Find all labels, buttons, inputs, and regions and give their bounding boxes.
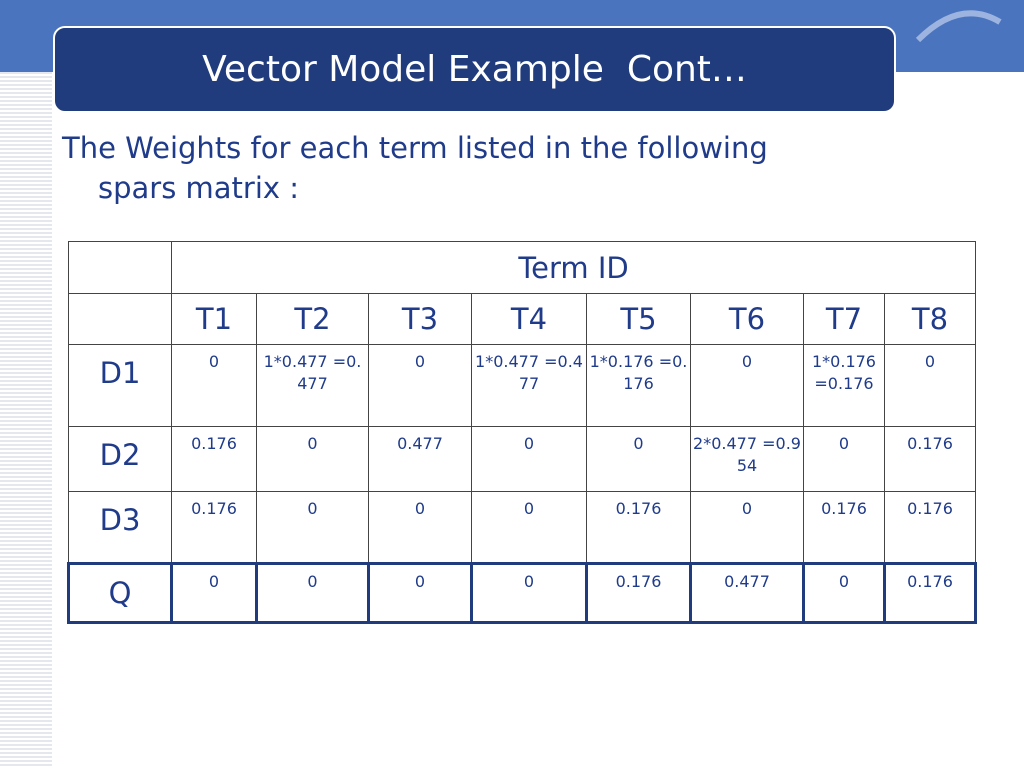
weight-cell: 1*0.477 =0.477 — [471, 344, 587, 427]
weight-cell: 0.176 — [171, 426, 257, 492]
corner-cell — [68, 293, 172, 345]
weight-cell: 0 — [256, 426, 369, 492]
weight-cell: 0.176 — [882, 562, 978, 624]
column-header: T3 — [368, 293, 472, 345]
column-header: T5 — [586, 293, 691, 345]
weight-cell: 0 — [368, 491, 472, 564]
weight-cell: 0.477 — [368, 426, 472, 492]
weight-cell: 0.176 — [586, 491, 691, 564]
data-row: D2 0.176 0 0.477 0 0 2*0.477 =0.954 0 0.176 — [68, 426, 977, 492]
weight-cell: 0 — [470, 562, 588, 624]
title-box: Vector Model Example Cont… — [53, 26, 896, 113]
weight-cell: 0.176 — [171, 491, 257, 564]
row-label: D3 — [68, 491, 172, 564]
row-label: D2 — [68, 426, 172, 492]
column-row: T1 T2 T3 T4 T5 T6 T7 T8 — [68, 293, 977, 345]
column-header: T8 — [883, 293, 977, 345]
weight-cell: 0 — [255, 562, 370, 624]
weight-cell: 0 — [690, 491, 804, 564]
column-header: T2 — [256, 293, 369, 345]
weight-cell: 0 — [368, 344, 472, 427]
weight-cell: 0 — [690, 344, 804, 427]
side-stripes — [0, 72, 52, 768]
data-row: Q 0 0 0 0 0.176 0.477 0 0.176 — [67, 562, 978, 624]
weight-cell: 1*0.477 =0.477 — [256, 344, 369, 427]
row-label: D1 — [68, 344, 172, 427]
data-row: D1 0 1*0.477 =0.477 0 1*0.477 =0.477 1*0.176 … — [68, 344, 977, 427]
corner-cell — [68, 241, 172, 294]
group-header: Term ID — [170, 241, 977, 294]
weight-cell: 0 — [471, 426, 587, 492]
weight-cell: 0 — [170, 562, 258, 624]
weight-cell: 2*0.477 =0.954 — [690, 426, 804, 492]
weight-table: Term ID T1 T2 T3 T4 T5 T6 T7 T8 D1 0 1*0.477 =0.477… — [67, 241, 978, 624]
weight-cell: 0.176 — [803, 491, 885, 564]
weight-cell: 0.176 — [883, 491, 977, 564]
column-header: T7 — [803, 293, 885, 345]
row-label: Q — [67, 562, 173, 624]
body-text: The Weights for each term listed in the … — [62, 131, 768, 205]
weight-cell: 0 — [171, 344, 257, 427]
slide-title: Vector Model Example Cont… — [202, 49, 747, 90]
column-header: T4 — [471, 293, 587, 345]
weight-cell: 0 — [883, 344, 977, 427]
weight-cell: 0 — [802, 562, 886, 624]
data-row: D3 0.176 0 0 0 0.176 0 0.176 0.176 — [68, 491, 977, 564]
column-header: T1 — [171, 293, 257, 345]
weight-cell: 0 — [803, 426, 885, 492]
weight-cell: 1*0.176 =0.176 — [586, 344, 691, 427]
weight-cell: 0 — [367, 562, 473, 624]
weight-cell: 1*0.176=0.176 — [803, 344, 885, 427]
column-header: T6 — [690, 293, 804, 345]
weight-cell: 0.176 — [883, 426, 977, 492]
weight-cell: 0.477 — [689, 562, 805, 624]
weight-cell: 0.176 — [585, 562, 692, 624]
weight-cell: 0 — [471, 491, 587, 564]
weight-cell: 0 — [256, 491, 369, 564]
header-row: Term ID — [68, 241, 977, 294]
weight-cell: 0 — [586, 426, 691, 492]
decor-arc — [915, 10, 1002, 43]
